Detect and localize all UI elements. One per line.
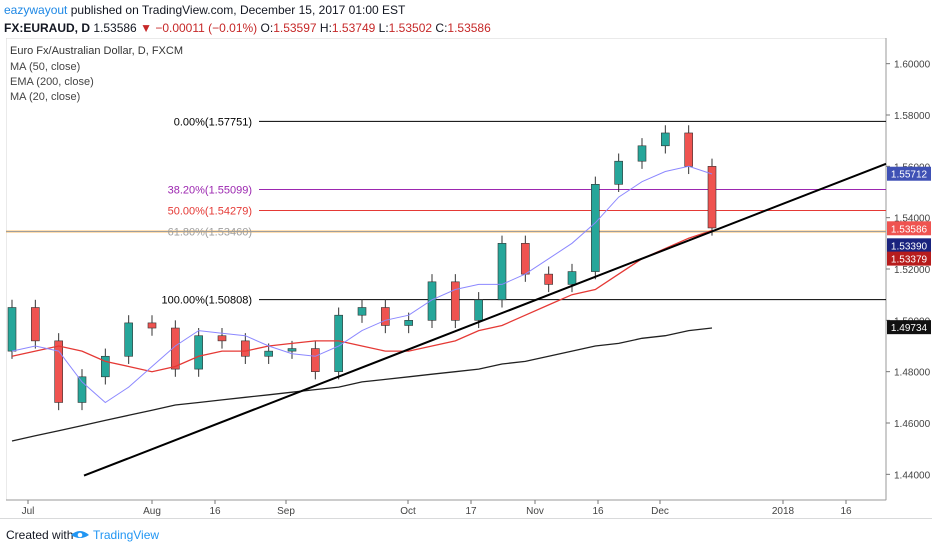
y-tick-label: 1.60000 [894,60,931,71]
candle-body [567,271,577,285]
price-tag-label: 1.49734 [891,323,928,334]
tradingview-brand[interactable]: TradingView [93,528,160,542]
chart-title: Euro Fx/Australian Dollar, D, FXCM [10,45,183,57]
y-tick-label: 1.48000 [894,368,931,379]
candle-body [497,243,507,301]
indicator-legend-item[interactable]: EMA (200, close) [10,76,94,88]
candle-body [381,307,390,326]
high-value: 1.53749 [331,21,376,35]
x-tick-label: Nov [526,506,544,516]
x-tick-label: Sep [277,506,295,516]
fib-level-label: 50.00%(1.54279) [168,206,252,218]
open-value: 1.53597 [273,21,317,35]
candle-body [474,299,483,321]
fib-level-label: 61.80%(1.53460) [168,227,252,239]
price-tag [887,320,931,335]
y-tick-label: 1.44000 [894,470,931,481]
price-tag-label: 1.55712 [891,170,928,181]
candle-body [264,350,273,357]
candle-body [31,307,40,342]
candle-body [521,243,530,275]
candle-body [241,340,250,357]
created-with-text: Created with [6,528,74,542]
price-tag [887,251,931,266]
candle-body [614,160,623,185]
x-tick-label: 16 [209,506,221,516]
candle-body [147,322,157,329]
price-tag-label: 1.53390 [891,241,928,252]
price-tag-label: 1.53586 [891,224,928,235]
low-value: 1.53502 [388,21,433,35]
footer: Created with TradingView [0,518,932,551]
quote-line: FX:EURAUD, D 1.53586 ▼ −0.00011 (−0.01%)… [4,21,491,35]
candle-body [334,314,343,372]
x-tick-label: 2018 [772,506,795,516]
indicator-legend-item[interactable]: MA (20, close) [10,91,80,103]
x-tick-label: Dec [651,506,669,516]
x-tick-label: 16 [592,506,604,516]
candle-body [661,132,670,147]
candle-body [311,348,320,372]
x-tick-label: 16 [840,506,852,516]
candle-body [404,320,413,326]
price-tag-label: 1.53379 [891,255,928,266]
x-tick-label: Jul [22,506,35,516]
close-label: C: [435,21,448,35]
price-tag [887,238,931,253]
candle-body [171,327,180,370]
close-value: 1.53586 [447,21,491,35]
chart-header: eazywayout published on TradingView.com,… [0,0,932,38]
author-link[interactable]: eazywayout [4,3,68,17]
chart-area[interactable]: 0.00%(1.57751) 38.20%(1.55099) 50.00%(1.54… [5,37,932,517]
low-label: L: [378,21,389,35]
x-tick-label: Oct [400,506,416,516]
fib-level-label: 38.20%(1.55099) [168,184,252,196]
fib-level-label: 0.00%(1.57751) [174,116,252,128]
indicator-legend-item[interactable]: MA (50, close) [10,61,80,73]
y-tick-label: 1.58000 [894,111,931,122]
candle-body [451,281,460,321]
candle-body [707,166,717,229]
candle-body [124,322,133,357]
candle-body [54,340,63,403]
candle-body [287,348,297,352]
candle-body [427,281,437,321]
down-arrow-icon: ▼ [140,21,152,35]
symbol-label: FX:EURAUD, D [4,21,90,35]
candle-body [591,184,600,272]
y-tick-label: 1.52000 [894,265,931,276]
y-tick-label: 1.46000 [894,419,931,430]
fib-level-label: 100.00%(1.50808) [161,295,252,307]
price-change: −0.00011 (−0.01%) [155,21,258,35]
candle-body [357,307,367,316]
candle-body [194,335,203,370]
open-label: O: [260,21,274,35]
candle-body [77,376,87,403]
candle-body [684,132,693,167]
x-tick-label: 17 [465,506,477,516]
candle-body [101,355,110,378]
price-tag [887,166,931,181]
publish-line: eazywayout published on TradingView.com,… [4,3,405,17]
y-tick-label: 1.54000 [894,214,931,225]
indicator-line [11,327,713,442]
indicator-line [11,165,713,404]
candle-body [544,273,553,285]
indicator-line [11,229,713,373]
high-label: H: [319,21,332,35]
published-text: published on TradingView.com, December 1… [70,3,406,17]
trendline[interactable] [83,162,887,477]
x-tick-label: Aug [143,506,161,516]
price-tag [887,221,931,236]
last-price: 1.53586 [93,21,137,35]
candle-body [7,307,17,352]
candle-body [217,335,227,342]
candle-body [637,145,647,162]
price-chart[interactable]: 0.00%(1.57751) 38.20%(1.55099) 50.00%(1.54… [5,37,932,517]
plot-frame [5,37,887,501]
tradingview-logo-icon[interactable] [70,526,90,542]
